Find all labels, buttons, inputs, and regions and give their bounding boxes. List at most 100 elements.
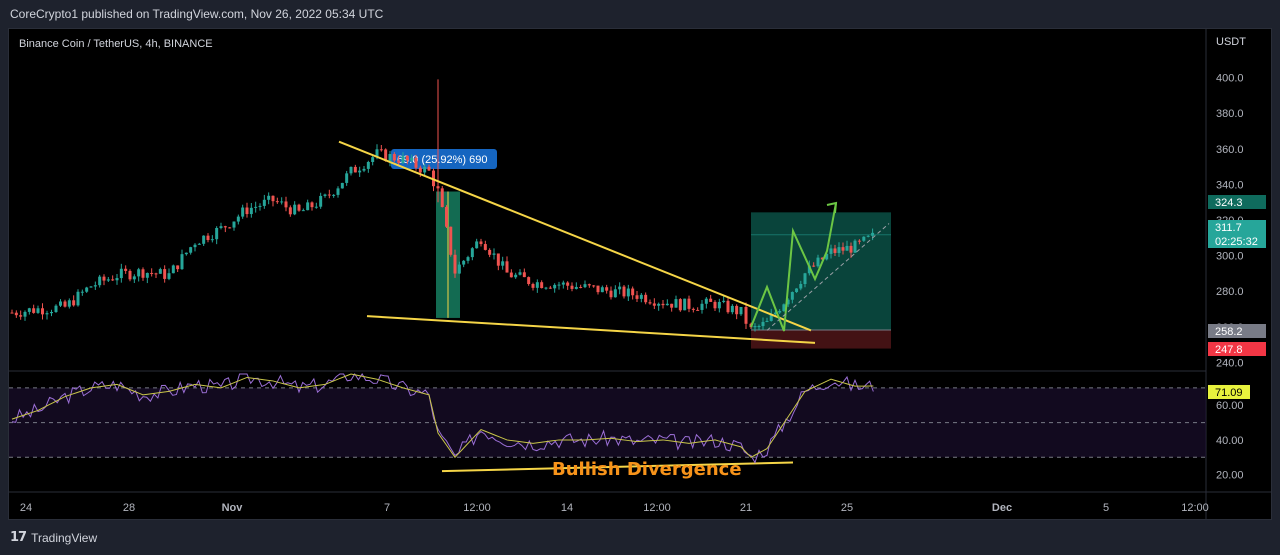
candle-body: [27, 308, 31, 312]
candle: [841, 242, 845, 255]
chart-canvas[interactable]: 69.0 (25.92%) 690 400.0 380.0 360.0 340.0 32…: [9, 29, 1271, 519]
candle: [223, 225, 227, 233]
candle-body: [782, 304, 786, 312]
candle-body: [566, 282, 570, 286]
candle: [470, 247, 474, 261]
candle-body: [254, 206, 258, 208]
footer-bar: 17 TradingView: [0, 522, 1280, 555]
candle: [219, 222, 223, 230]
candle: [280, 197, 284, 205]
candle-body: [98, 276, 102, 286]
candle-body: [825, 253, 829, 260]
candle: [41, 303, 44, 320]
candle-body: [379, 149, 383, 151]
candle: [579, 284, 583, 289]
time-tick-label: Dec: [992, 502, 1012, 514]
candle-body: [275, 201, 279, 203]
candle-body: [535, 282, 539, 288]
candle: [613, 285, 617, 298]
candle-body: [466, 257, 470, 261]
candle-body: [475, 241, 479, 249]
candle: [310, 201, 314, 211]
candle: [483, 240, 487, 251]
candle-body: [548, 287, 552, 289]
candle-body: [648, 302, 652, 304]
candle-body: [726, 300, 730, 313]
wedge-lower-line[interactable]: [366, 315, 816, 344]
candle-body: [812, 265, 816, 267]
candle-body: [453, 254, 457, 274]
candle: [19, 310, 23, 320]
position-projection-dash[interactable]: [766, 223, 890, 331]
time-tick-label: Nov: [222, 502, 244, 514]
candle-body: [102, 276, 106, 281]
candle-body: [111, 279, 115, 281]
candle: [414, 154, 418, 171]
candle: [600, 285, 604, 293]
candle: [522, 268, 526, 278]
candle: [700, 300, 704, 314]
candle: [254, 201, 258, 213]
time-tick-label: 28: [123, 502, 135, 514]
projection-arrowhead[interactable]: [826, 201, 838, 214]
candle: [93, 281, 97, 290]
candle-body: [626, 288, 630, 297]
candle-body: [778, 311, 782, 313]
candle-body: [445, 207, 448, 227]
candle-body: [36, 308, 40, 313]
candle-body: [358, 170, 362, 173]
candle: [245, 202, 249, 218]
axes: 400.0380.0360.0340.0320.0300.0280.0260.0…: [20, 73, 1266, 514]
candle: [866, 235, 870, 238]
candle-body: [405, 155, 409, 161]
candle-body: [301, 210, 305, 212]
candle-body: [371, 157, 375, 162]
candle: [857, 239, 861, 245]
candle-body: [202, 235, 206, 244]
candle-body: [119, 268, 123, 279]
candle-body: [189, 247, 193, 253]
candle: [271, 195, 275, 207]
candle-body: [293, 204, 297, 215]
candle: [812, 262, 816, 268]
candle: [717, 298, 721, 313]
candle-body: [505, 261, 509, 273]
rsi-line: [11, 373, 874, 464]
candle: [14, 310, 18, 318]
projection-path[interactable]: [750, 202, 837, 332]
chart-frame[interactable]: 69.0 (25.92%) 690 400.0 380.0 360.0 340.0 32…: [8, 28, 1272, 520]
candle-body: [427, 166, 431, 171]
rsi-value-bg: [1208, 384, 1250, 399]
candle-body: [397, 160, 401, 163]
wedge-upper-line[interactable]: [338, 140, 812, 332]
candle-body: [816, 257, 820, 267]
candle: [150, 268, 154, 277]
candle: [440, 185, 444, 208]
candle-body: [85, 287, 89, 292]
drawings[interactable]: [338, 140, 890, 473]
candle: [362, 166, 366, 173]
candle-body: [418, 167, 422, 173]
candle-body: [820, 257, 824, 260]
candle-body: [665, 303, 669, 306]
divergence-trendline[interactable]: [441, 461, 794, 473]
candle-body: [661, 303, 665, 306]
candle: [531, 282, 535, 291]
rsi-value-text: 71.09: [1215, 387, 1243, 399]
candle-body: [267, 195, 271, 200]
candle-body: [592, 285, 596, 287]
candle: [306, 199, 310, 211]
candle: [167, 268, 171, 281]
candle-body: [310, 202, 314, 208]
candle: [366, 160, 370, 173]
candle: [141, 267, 145, 281]
candle-body: [657, 303, 661, 306]
candle-body: [700, 303, 704, 310]
candle: [197, 242, 201, 245]
tradingview-logo[interactable]: 17 TradingView: [10, 530, 97, 545]
candle: [605, 284, 609, 294]
candle: [583, 280, 587, 289]
candle: [293, 201, 297, 216]
price-tick-label: 300.0: [1216, 251, 1244, 263]
candle: [10, 309, 14, 314]
